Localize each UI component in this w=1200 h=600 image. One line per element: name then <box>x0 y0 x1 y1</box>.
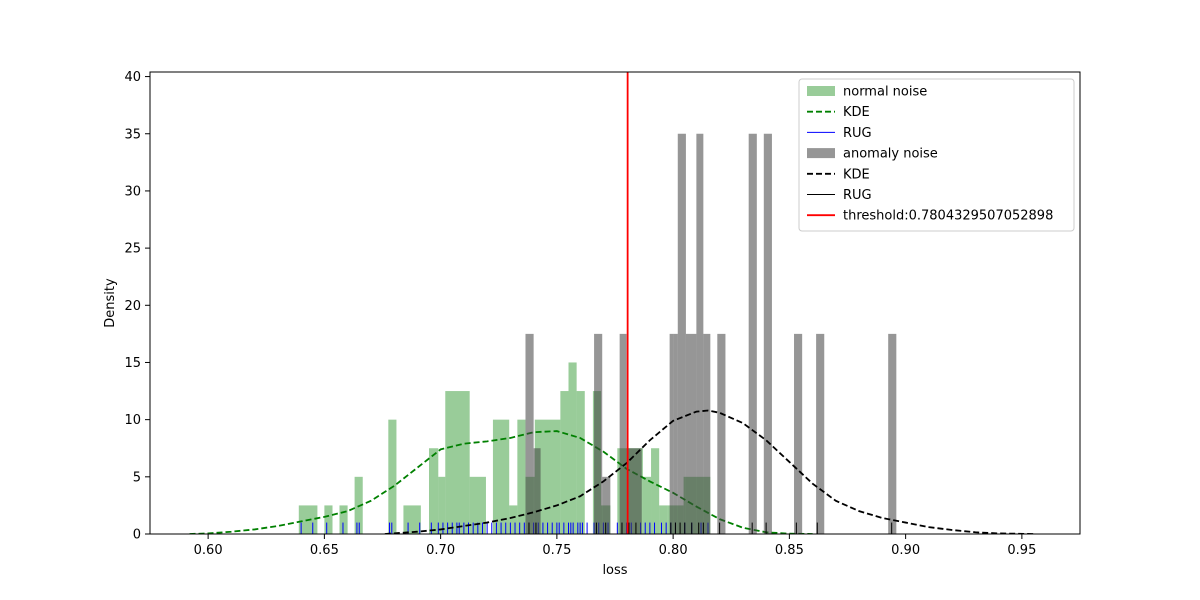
hist-bar-3-14 <box>763 133 772 534</box>
hist-bar-3-6 <box>669 333 674 534</box>
hist-bar-0-16 <box>568 362 577 534</box>
hist-bar-3-10 <box>696 133 704 534</box>
x-tick-label-0: 0.60 <box>194 543 223 558</box>
legend-swatch-3 <box>807 148 835 159</box>
y-tick-label-5: 25 <box>124 242 141 257</box>
hist-bar-0-15 <box>560 391 569 534</box>
hist-bar-0-22 <box>642 476 652 534</box>
x-tick-label-4: 0.80 <box>659 543 688 558</box>
y-tick-label-3: 15 <box>124 356 141 371</box>
legend-label-6: threshold:0.7804329507052898 <box>843 209 1053 224</box>
x-tick-label-7: 0.95 <box>1007 543 1036 558</box>
hist-bar-3-2 <box>594 333 603 534</box>
plot-frame <box>149 71 1081 535</box>
axes: loss Density 0.60 0.65 0.70 0.75 0.80 0.85 0.9… <box>103 70 1081 578</box>
hist-bar-3-15 <box>794 333 803 534</box>
kde-line-4 <box>384 409 1034 534</box>
hist-bar-0-17 <box>576 391 585 534</box>
hist-bar-0-11 <box>509 505 518 534</box>
hist-bar-3-7 <box>673 333 678 534</box>
x-axis-label: loss <box>602 563 627 578</box>
x-tick-label-5: 0.85 <box>775 543 804 558</box>
y-tick-label-4: 20 <box>124 299 141 314</box>
hist-bar-0-10 <box>492 419 510 534</box>
hist-bar-3-9 <box>685 333 697 534</box>
hist-bar-0-9 <box>469 476 486 534</box>
y-tick-label-6: 30 <box>124 184 141 199</box>
legend-label-2: RUG <box>843 126 872 141</box>
hist-bar-3-16 <box>816 333 825 534</box>
series-3 <box>525 133 897 534</box>
hist-bar-3-4 <box>619 333 627 534</box>
hist-bar-3-3 <box>602 476 611 534</box>
hist-bar-3-0 <box>525 333 534 534</box>
x-tick-label-6: 0.90 <box>891 543 920 558</box>
hist-bar-3-13 <box>748 133 757 534</box>
hist-bar-3-12 <box>717 333 726 534</box>
y-tick-label-0: 0 <box>133 528 141 543</box>
hist-bar-0-24 <box>659 505 668 534</box>
legend-label-3: anomaly noise <box>843 147 938 162</box>
hist-bar-0-8 <box>445 391 470 534</box>
legend-label-5: RUG <box>843 188 872 203</box>
x-tick-label-3: 0.75 <box>542 543 571 558</box>
series-0 <box>298 362 711 534</box>
y-tick-label-7: 35 <box>124 127 141 142</box>
series-5 <box>528 522 893 534</box>
hist-bar-3-1 <box>533 448 541 534</box>
legend-label-0: normal noise <box>843 85 927 100</box>
legend: normal noise KDE RUG anomaly noise KDE RUG thr… <box>798 78 1075 232</box>
hist-bar-3-17 <box>888 333 897 534</box>
hist-bar-0-23 <box>651 448 660 534</box>
hist-bar-0-2 <box>339 505 348 534</box>
y-tick-label-2: 10 <box>124 413 141 428</box>
hist-bar-0-4 <box>388 419 397 534</box>
hist-bar-3-11 <box>703 333 711 534</box>
hist-bar-3-8 <box>677 133 686 534</box>
hist-bar-0-7 <box>438 476 446 534</box>
x-tick-label-2: 0.70 <box>426 543 455 558</box>
hist-bar-3-5 <box>626 448 642 534</box>
y-tick-label-1: 5 <box>133 470 141 485</box>
x-tick-label-1: 0.65 <box>310 543 339 558</box>
hist-bar-0-1 <box>324 505 333 534</box>
hist-bar-0-5 <box>403 505 421 534</box>
plot-area <box>189 72 1034 534</box>
plot-content <box>189 72 1034 534</box>
series-4 <box>384 409 1034 534</box>
hist-bar-0-12 <box>517 419 526 534</box>
legend-swatch-0 <box>807 86 835 96</box>
hist-bar-0-6 <box>429 448 439 534</box>
y-tick-label-8: 40 <box>124 70 141 85</box>
y-axis-label: Density <box>103 278 118 328</box>
legend-label-4: KDE <box>843 167 870 182</box>
legend-box <box>798 78 1075 232</box>
legend-label-1: KDE <box>843 105 870 120</box>
